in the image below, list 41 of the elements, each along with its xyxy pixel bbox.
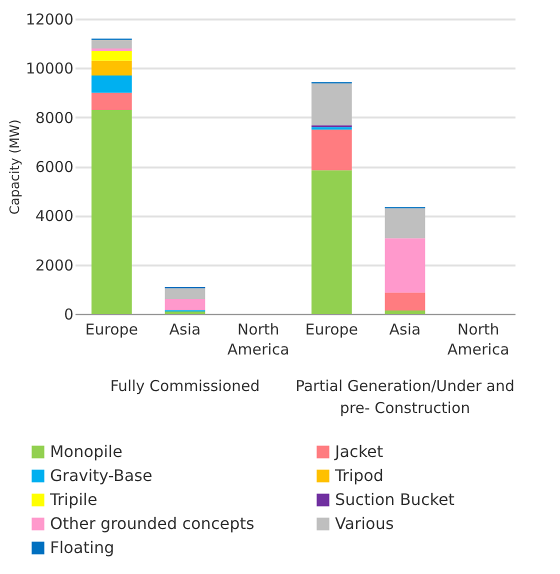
bar	[92, 50, 132, 61]
x-tick-label: North America	[227, 320, 290, 358]
legend-label: Tripile	[49, 490, 98, 509]
legend-label: Tripod	[334, 466, 384, 485]
legend-label: Other grounded concepts	[50, 514, 254, 533]
x-tick-label: Europe	[85, 320, 138, 338]
bar	[164, 288, 206, 300]
text: Partial Generation/Under and pre- Construction	[295, 377, 515, 417]
y-tick-label: 8000	[35, 108, 74, 127]
y-tick-label: 10000	[26, 60, 74, 78]
bar	[312, 170, 352, 314]
legend-label: Suction Bucket	[335, 490, 455, 509]
legend-label: Gravity-Base	[50, 466, 152, 485]
bar	[164, 299, 206, 310]
bar	[384, 208, 426, 238]
bar	[92, 110, 132, 314]
y-axis-title: Capacity (MW)	[8, 119, 23, 215]
bar	[312, 130, 352, 170]
x-tick-label: Asia	[169, 320, 201, 338]
y-tick-label: 12000	[26, 10, 74, 28]
x-tick-label: Asia	[389, 320, 421, 338]
bar	[312, 127, 352, 130]
bar	[384, 238, 426, 293]
bar	[384, 292, 426, 311]
bar	[92, 40, 132, 48]
text: Fully Commissioned	[110, 377, 260, 395]
bar	[384, 310, 426, 314]
legend-label: Various	[335, 514, 394, 533]
y-tick-label: 4000	[35, 207, 74, 226]
legend-label: Monopile	[50, 442, 122, 461]
legend-label: Jacket	[334, 442, 384, 461]
x-tick-label: Europe	[305, 320, 358, 338]
bar	[92, 60, 132, 76]
bar	[312, 83, 352, 126]
legend-label: Floating	[50, 538, 114, 557]
y-tick-label: 6000	[35, 158, 74, 176]
x-tick-label: North America	[447, 320, 510, 358]
bar	[92, 76, 132, 93]
y-tick-label: 2000	[35, 256, 74, 274]
y-tick-label: 0	[64, 306, 74, 324]
bar	[92, 92, 132, 110]
